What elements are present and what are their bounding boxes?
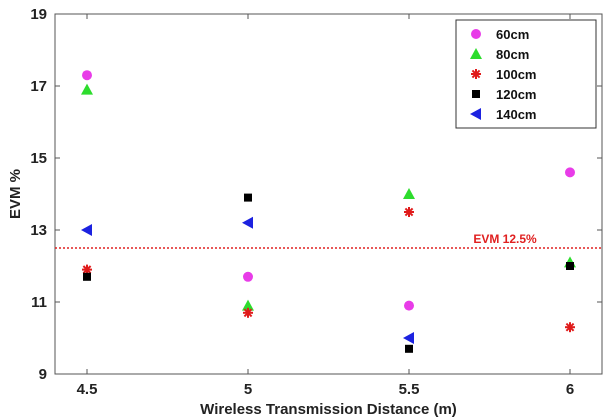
- data-point-100cm: [243, 307, 253, 318]
- x-axis-title: Wireless Transmission Distance (m): [200, 401, 457, 418]
- y-axis-title: EVM %: [7, 169, 24, 219]
- y-tick-label: 19: [30, 6, 47, 23]
- data-point-120cm: [566, 262, 574, 270]
- legend-label: 100cm: [496, 67, 536, 82]
- x-tick-label: 5: [244, 381, 252, 398]
- legend-label: 140cm: [496, 107, 536, 122]
- y-tick-label: 9: [39, 366, 47, 383]
- legend-marker-60cm: [471, 29, 481, 39]
- data-point-120cm: [244, 193, 252, 202]
- data-point-120cm: [83, 272, 91, 281]
- legend-label: 80cm: [496, 47, 529, 62]
- legend-label: 60cm: [496, 27, 529, 42]
- evm-reference-label: EVM 12.5%: [473, 232, 537, 246]
- y-tick-label: 17: [30, 78, 47, 95]
- data-point-140cm: [403, 332, 414, 344]
- y-tick-label: 15: [30, 150, 47, 167]
- legend-marker-80cm: [470, 48, 482, 59]
- data-point-100cm: [404, 207, 414, 217]
- data-point-80cm: [81, 83, 93, 95]
- data-point-120cm: [405, 344, 413, 353]
- data-point-60cm: [82, 70, 92, 81]
- data-point-60cm: [565, 167, 575, 178]
- data-point-140cm: [242, 216, 253, 229]
- data-point-140cm: [81, 224, 92, 236]
- data-point-100cm: [565, 322, 575, 333]
- x-tick-label: 5.5: [399, 381, 420, 398]
- legend-marker-100cm: [471, 69, 481, 79]
- y-tick-label: 13: [30, 222, 47, 239]
- data-point-80cm: [403, 188, 415, 199]
- data-point-60cm: [404, 300, 414, 311]
- x-tick-label: 4.5: [77, 381, 98, 398]
- data-point-80cm: [242, 299, 254, 311]
- y-tick-label: 11: [31, 294, 47, 311]
- legend-label: 120cm: [496, 87, 536, 102]
- x-tick-label: 6: [566, 381, 574, 398]
- data-point-60cm: [243, 271, 253, 282]
- legend-marker-120cm: [472, 90, 480, 98]
- legend-marker-140cm: [470, 108, 481, 120]
